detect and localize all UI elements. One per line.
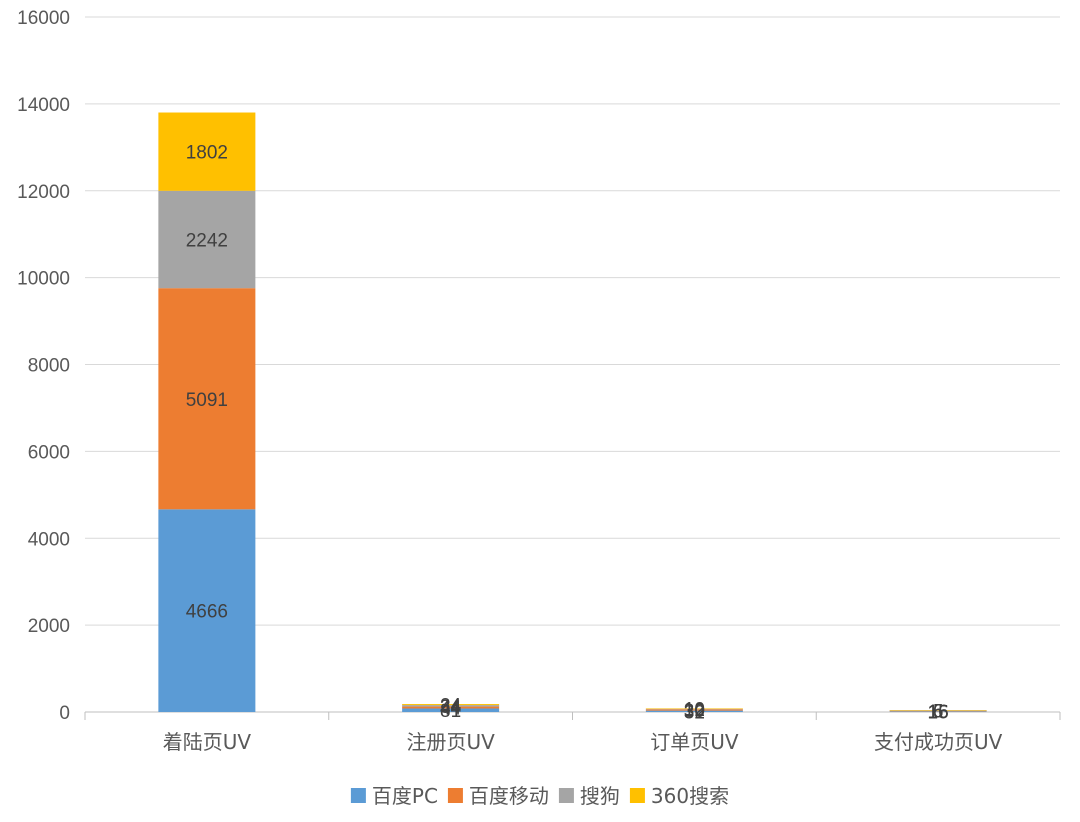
legend-item: 搜狗 — [558, 784, 620, 808]
data-label: 32 — [684, 702, 705, 723]
bar-segment — [402, 708, 500, 712]
data-label: 1802 — [186, 143, 228, 164]
data-label: 6 — [933, 702, 944, 723]
legend-swatch — [350, 788, 366, 803]
legend-item: 百度PC — [350, 784, 438, 808]
y-tick-label: 16000 — [17, 8, 70, 29]
y-tick-label: 8000 — [28, 356, 70, 377]
bar-segment — [645, 710, 743, 712]
legend-label: 百度PC — [372, 784, 438, 808]
legend-item: 百度移动 — [447, 784, 549, 808]
legend: 百度PC 百度移动 搜狗 360搜索 — [350, 784, 729, 808]
data-label: 5 — [933, 701, 944, 722]
y-tick-label: 2000 — [28, 616, 70, 637]
data-label: 44 — [440, 699, 462, 720]
data-label: 30 — [684, 701, 705, 722]
bar-segment — [402, 704, 500, 706]
x-category-label: 支付成功页UV — [874, 730, 1003, 754]
data-label: 24 — [440, 696, 462, 717]
data-label: 2242 — [186, 230, 228, 251]
bar-segment — [402, 705, 500, 707]
data-label: 12 — [684, 700, 705, 721]
data-label: 10 — [684, 700, 705, 721]
data-label: 81 — [440, 701, 461, 722]
bar-segment — [889, 710, 987, 711]
bar-segment — [158, 288, 256, 510]
bar-segment — [158, 509, 256, 712]
bar-segment — [158, 190, 256, 289]
bar-segment — [889, 710, 987, 712]
data-label: 5091 — [186, 390, 228, 411]
x-category-label: 订单页UV — [650, 730, 739, 754]
legend-label: 360搜索 — [651, 784, 729, 808]
bar-segment — [645, 708, 743, 709]
y-tick-label: 0 — [59, 703, 70, 724]
y-axis-ticks: 0 2000 4000 6000 8000 10000 12000 14000 16000 — [17, 8, 70, 724]
data-label: 15 — [928, 703, 949, 724]
data-label: 34 — [440, 697, 462, 718]
x-category-label: 注册页UV — [406, 730, 495, 754]
bar-segment — [889, 711, 987, 712]
legend-swatch — [447, 788, 463, 803]
data-label: 4666 — [186, 602, 228, 623]
data-label: 16 — [928, 702, 949, 723]
bar-segment — [402, 706, 500, 709]
legend-label: 搜狗 — [580, 784, 620, 808]
bar-segment — [645, 709, 743, 711]
legend-label: 百度移动 — [469, 784, 549, 808]
y-tick-label: 12000 — [17, 182, 70, 203]
y-tick-label: 4000 — [28, 529, 70, 550]
x-axis: 着陆页UV 注册页UV 订单页UV 支付成功页UV — [84, 712, 1061, 754]
y-tick-label: 6000 — [28, 442, 70, 463]
x-category-label: 着陆页UV — [163, 730, 252, 754]
bars — [158, 112, 987, 712]
legend-item: 360搜索 — [629, 784, 729, 808]
legend-swatch — [558, 788, 574, 803]
y-tick-label: 10000 — [17, 269, 70, 290]
bar-segment — [645, 708, 743, 710]
legend-swatch — [629, 788, 645, 803]
bar-segment — [158, 112, 256, 191]
y-tick-label: 14000 — [17, 95, 70, 116]
